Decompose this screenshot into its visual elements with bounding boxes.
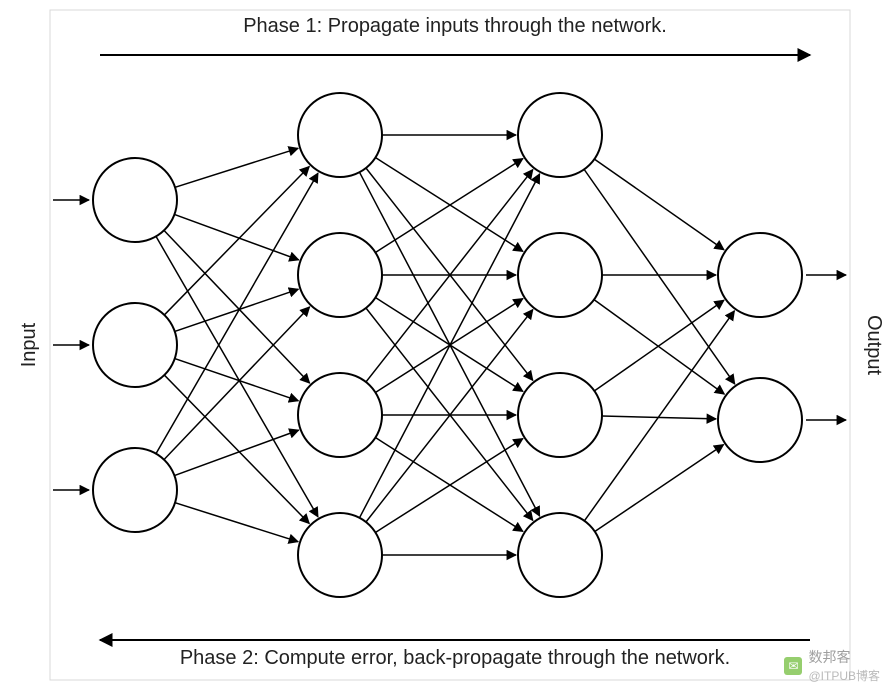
neuron-h2_0 bbox=[518, 93, 602, 177]
input-side-label: Input bbox=[18, 322, 40, 367]
neuron-h1_3 bbox=[298, 513, 382, 597]
neuron-i0 bbox=[93, 158, 177, 242]
edge bbox=[174, 214, 298, 259]
edge bbox=[164, 230, 310, 383]
edge bbox=[366, 308, 533, 520]
edge bbox=[366, 170, 533, 382]
edge bbox=[375, 159, 522, 253]
watermark-name: 数邦客 bbox=[808, 649, 850, 665]
edge bbox=[594, 159, 724, 250]
neuron-h1_0 bbox=[298, 93, 382, 177]
edge bbox=[156, 173, 318, 454]
edge bbox=[584, 169, 735, 384]
neuron-i1 bbox=[93, 303, 177, 387]
edge bbox=[359, 174, 539, 518]
edge bbox=[366, 168, 533, 380]
watermark-sub: @ITPUB博客 bbox=[808, 667, 880, 684]
neuron-h2_2 bbox=[518, 373, 602, 457]
edge bbox=[375, 438, 522, 532]
edge bbox=[375, 439, 522, 533]
wechat-icon: ✉ bbox=[784, 657, 802, 675]
output-side-label: Output bbox=[863, 315, 885, 375]
phase2-label: Phase 2: Compute error, back-propagate t… bbox=[180, 647, 730, 669]
edge bbox=[375, 158, 522, 252]
edge bbox=[164, 307, 310, 460]
edges-group bbox=[156, 135, 735, 555]
neuron-h1_1 bbox=[298, 233, 382, 317]
watermark: ✉ 数邦客 @ITPUB博客 bbox=[784, 647, 880, 684]
neuron-h2_1 bbox=[518, 233, 602, 317]
edge bbox=[156, 236, 318, 517]
neuron-i2 bbox=[93, 448, 177, 532]
edge bbox=[595, 445, 724, 532]
edge bbox=[175, 148, 298, 187]
phase1-label: Phase 1: Propagate inputs through the ne… bbox=[243, 15, 667, 37]
edge bbox=[174, 430, 298, 475]
edge bbox=[366, 310, 533, 522]
neural-network-diagram: Phase 1: Propagate inputs through the ne… bbox=[0, 0, 890, 690]
edge bbox=[175, 359, 299, 401]
neuron-o0 bbox=[718, 233, 802, 317]
edge bbox=[175, 503, 298, 542]
edge bbox=[175, 289, 299, 331]
edge bbox=[375, 298, 522, 392]
nodes-group bbox=[93, 93, 802, 597]
neuron-o1 bbox=[718, 378, 802, 462]
neuron-h2_3 bbox=[518, 513, 602, 597]
neuron-h1_2 bbox=[298, 373, 382, 457]
